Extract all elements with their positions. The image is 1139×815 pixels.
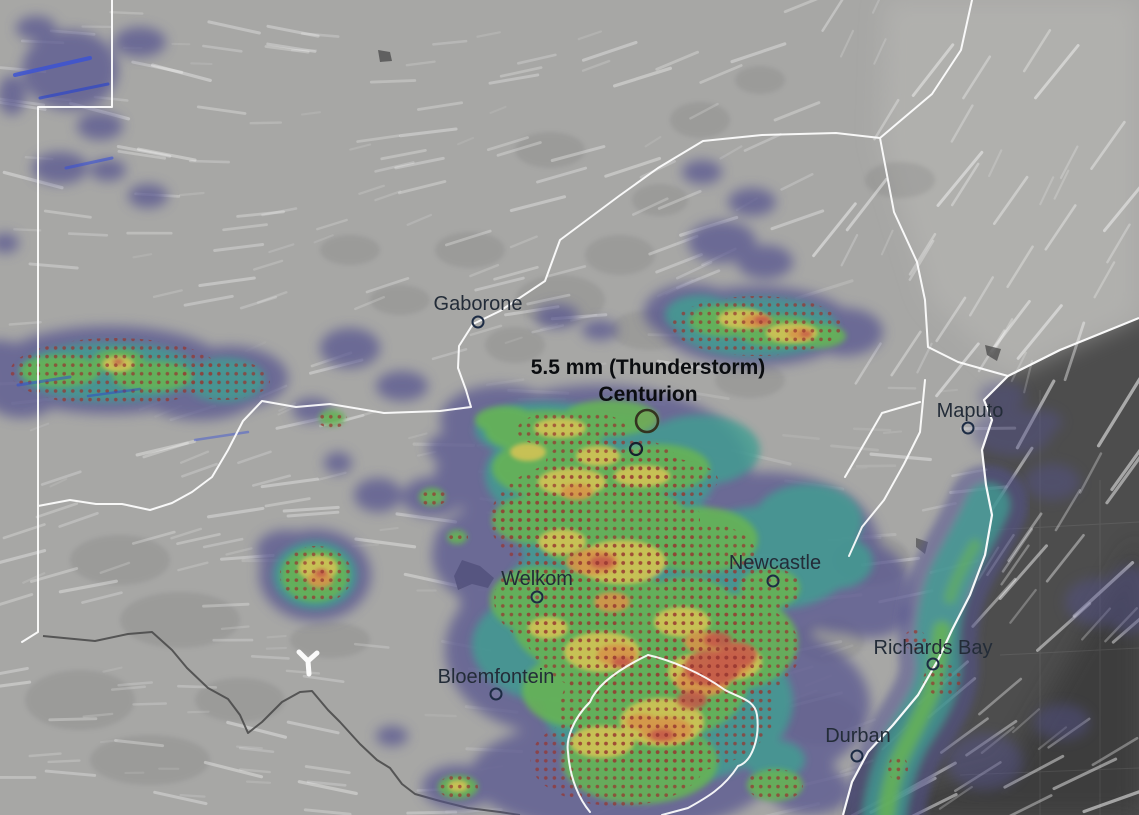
cities-layer: Gaborone Maputo Welkom Newcastle Bloemfontei… xyxy=(434,293,1004,763)
city-newcastle[interactable]: Newcastle xyxy=(729,552,821,588)
city-marker-icon xyxy=(850,749,864,763)
city-richards-bay[interactable]: Richards Bay xyxy=(874,637,993,671)
country-borders xyxy=(21,0,1009,815)
river-border-dark xyxy=(42,631,521,815)
city-label: Gaborone xyxy=(434,293,523,315)
city-gaborone[interactable]: Gaborone xyxy=(434,293,523,329)
city-label: Richards Bay xyxy=(874,637,993,659)
city-marker-icon xyxy=(471,315,485,329)
city-marker-icon xyxy=(926,657,940,671)
coastal-plain xyxy=(880,0,1139,374)
city-welkom[interactable]: Welkom xyxy=(501,568,573,604)
secondary-city-marker-icon[interactable] xyxy=(628,441,644,457)
city-bloemfontein[interactable]: Bloemfontein xyxy=(438,666,555,701)
city-marker-icon xyxy=(961,421,975,435)
reservoir-icon xyxy=(296,649,320,677)
city-marker-icon xyxy=(766,574,780,588)
picker-value-label: 5.5 mm (Thunderstorm) xyxy=(531,356,766,379)
city-marker-icon xyxy=(489,687,503,701)
city-label: Newcastle xyxy=(729,552,821,574)
coastline xyxy=(841,316,1139,815)
location-picker[interactable]: 5.5 mm (Thunderstorm) Centurion xyxy=(531,356,766,434)
city-label: Welkom xyxy=(501,568,573,590)
picker-ring-icon[interactable] xyxy=(634,408,660,434)
city-label: Durban xyxy=(825,725,891,747)
ocean-deep-shade xyxy=(830,540,1139,815)
city-label: Bloemfontein xyxy=(438,666,555,688)
city-durban[interactable]: Durban xyxy=(825,725,891,763)
city-label: Maputo xyxy=(937,400,1004,422)
picker-place-label: Centurion xyxy=(598,383,697,406)
wind-accents xyxy=(13,56,250,442)
convective-dots-layer xyxy=(10,296,963,806)
city-maputo[interactable]: Maputo xyxy=(937,400,1004,435)
city-marker-icon xyxy=(530,590,544,604)
